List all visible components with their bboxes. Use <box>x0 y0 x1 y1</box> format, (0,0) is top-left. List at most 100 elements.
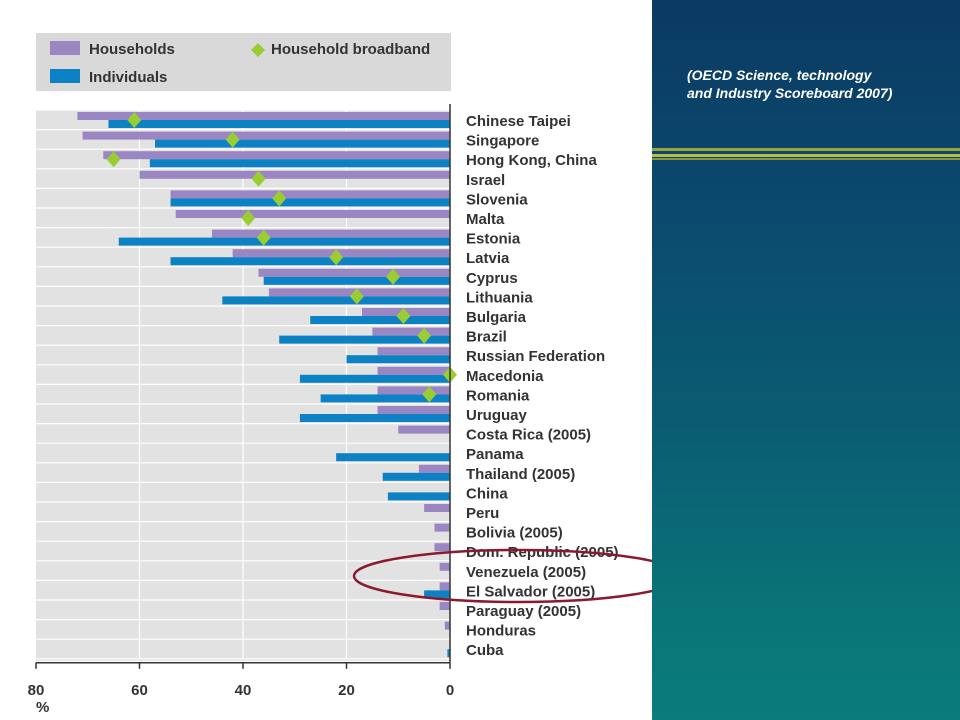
bar-households <box>377 386 450 395</box>
marker-broadband <box>256 229 271 246</box>
bar-individuals <box>170 257 451 266</box>
bar-individuals <box>155 139 450 148</box>
bar-households <box>424 504 450 512</box>
bar-households <box>377 406 450 414</box>
highlight-ellipse <box>352 548 652 604</box>
marker-broadband <box>349 288 364 305</box>
bar-individuals <box>424 590 450 599</box>
category-label: Costa Rica (2005) <box>466 427 591 444</box>
category-label: Thailand (2005) <box>466 466 575 483</box>
bar-households <box>444 621 450 630</box>
category-label: Cyprus <box>466 270 518 287</box>
bar-individuals <box>118 237 451 246</box>
legend-swatch-households <box>50 41 80 55</box>
marker-broadband <box>422 386 437 403</box>
decorative-stripe <box>652 148 960 151</box>
bar-households <box>232 249 450 258</box>
bar-individuals <box>382 472 450 481</box>
category-label: China <box>466 485 508 502</box>
bar-households <box>139 170 450 179</box>
marker-broadband <box>396 308 411 324</box>
category-label: Singapore <box>466 133 539 150</box>
marker-broadband <box>106 151 121 168</box>
bar-households <box>170 190 451 199</box>
category-label: Dom. Republic (2005) <box>466 544 619 561</box>
bar-households <box>175 210 450 218</box>
bar-households <box>439 562 450 571</box>
x-axis-label: % <box>36 699 49 716</box>
bar-individuals <box>447 649 450 658</box>
category-label: Panama <box>466 446 524 463</box>
bar-households <box>398 425 450 434</box>
legend: Households Individuals Household broadba… <box>36 33 451 91</box>
category-label: Israel <box>466 172 505 189</box>
bar-households <box>439 602 450 610</box>
bar-individuals <box>108 120 450 128</box>
bar-individuals <box>149 159 450 168</box>
bar-individuals <box>279 335 450 344</box>
legend-swatch-individuals <box>50 69 80 83</box>
bar-households <box>103 151 451 160</box>
category-label: Lithuania <box>466 289 533 306</box>
bar-individuals <box>310 316 450 324</box>
chart: Households Individuals Household broadba… <box>28 33 652 716</box>
category-label: Bolivia (2005) <box>466 525 563 542</box>
x-tick-label: 0 <box>446 682 454 699</box>
x-tick-label: 80 <box>28 682 45 699</box>
bar-individuals <box>170 198 451 207</box>
category-label: Malta <box>466 211 505 228</box>
marker-broadband <box>127 112 142 128</box>
legend-label-individuals: Individuals <box>89 69 167 86</box>
bar-households <box>82 131 450 140</box>
x-tick-label: 60 <box>131 682 148 699</box>
bar-individuals <box>346 355 450 364</box>
caption-line-1: (OECD Science, technology <box>687 67 872 83</box>
category-label: Venezuela (2005) <box>466 564 586 581</box>
bar-individuals <box>320 394 450 403</box>
category-label: Latvia <box>466 250 510 267</box>
caption-line-2: and Industry Scoreboard 2007) <box>687 85 893 101</box>
marker-broadband <box>329 249 344 266</box>
category-label: El Salvador (2005) <box>466 583 595 600</box>
category-label: Romania <box>466 387 530 404</box>
bar-households <box>418 464 450 473</box>
category-label: Russian Federation <box>466 348 605 365</box>
source-caption: (OECD Science, technology and Industry S… <box>687 66 957 102</box>
category-label: Chinese Taipei <box>466 113 571 130</box>
legend-box <box>36 33 451 91</box>
bar-individuals <box>299 414 450 422</box>
bar-households <box>77 112 451 120</box>
category-label: Bulgaria <box>466 309 527 326</box>
category-label: Paraguay (2005) <box>466 603 581 620</box>
category-label: Macedonia <box>466 368 544 385</box>
bar-households <box>211 229 450 238</box>
category-label: Estonia <box>466 231 521 248</box>
bar-households <box>258 268 450 277</box>
category-label: Honduras <box>466 623 536 640</box>
category-label: Uruguay <box>466 407 528 424</box>
plot-area: Chinese Taipei Singapore Hong Kong, China I… <box>28 104 619 699</box>
bar-households <box>434 543 450 552</box>
decorative-stripe <box>652 154 960 157</box>
x-tick-label: 40 <box>235 682 252 699</box>
legend-label-broadband: Household broadband <box>271 41 430 58</box>
x-tick-label: 20 <box>338 682 355 699</box>
category-label: Cuba <box>466 642 504 659</box>
category-label: Peru <box>466 505 499 522</box>
marker-broadband <box>386 268 401 285</box>
marker-broadband <box>241 210 256 226</box>
decorative-stripe <box>652 158 960 160</box>
legend-marker-broadband <box>251 43 265 57</box>
bar-individuals <box>336 453 450 462</box>
marker-broadband <box>251 170 266 187</box>
bar-households <box>377 347 450 356</box>
bar-households <box>434 523 450 532</box>
bar-individuals <box>263 276 450 285</box>
bar-individuals <box>222 296 450 305</box>
category-label: Hong Kong, China <box>466 152 597 169</box>
bar-individuals <box>299 374 450 383</box>
bar-households <box>439 582 450 591</box>
bar-households <box>372 327 450 336</box>
bar-individuals <box>387 492 450 501</box>
bar-households <box>377 366 450 375</box>
